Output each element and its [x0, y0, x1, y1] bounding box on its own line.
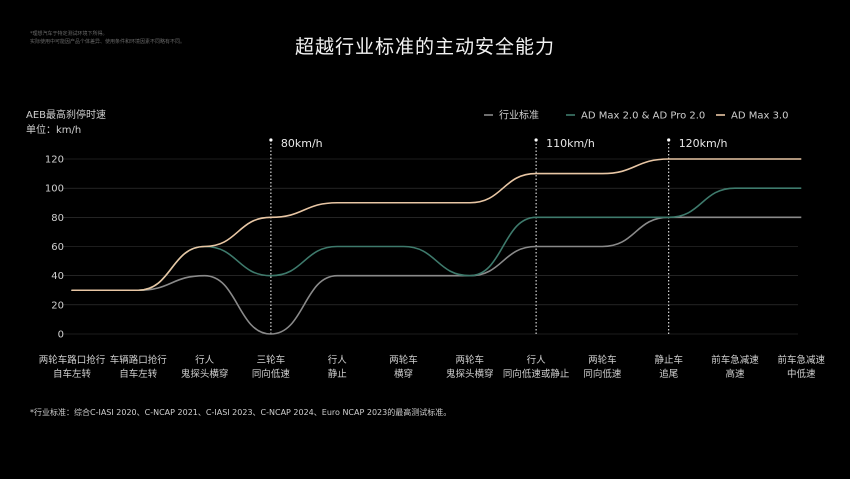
- footnote: *行业标准：综合C-IASI 2020、C-NCAP 2021、C-IASI 2…: [30, 408, 452, 417]
- y-tick-label: 20: [51, 300, 64, 311]
- annotation-label: 80km/h: [281, 137, 323, 150]
- annotation-dot: [534, 138, 538, 142]
- x-category-label: 鬼探头横穿: [446, 368, 494, 380]
- x-category-label: 车辆路口抢行: [110, 354, 168, 366]
- y-tick-label: 80: [51, 213, 64, 224]
- chart-title: 超越行业标准的主动安全能力: [294, 36, 555, 58]
- x-category-label: 前车急减速: [778, 354, 826, 366]
- x-category-label: 同向低速或静止: [503, 368, 570, 380]
- y-tick-label: 40: [51, 271, 64, 282]
- y-axis-label-line-1: AEB最高刹停时速: [26, 110, 107, 121]
- x-category-label: 高速: [725, 368, 745, 380]
- x-category-label: 同向低速: [583, 368, 622, 380]
- x-category-label: 两轮车: [588, 354, 617, 366]
- disclaimer-line-1: *理想汽车于特定测试环境下所得。: [30, 31, 108, 37]
- x-category-label: 自车左转: [53, 368, 92, 380]
- annotation-label: 110km/h: [546, 137, 595, 150]
- x-category-label: 两轮车: [389, 354, 418, 366]
- annotation-dot: [667, 138, 671, 142]
- y-axis-label-line-2: 单位：km/h: [26, 125, 82, 136]
- x-category-label: 行人: [195, 354, 215, 366]
- y-tick-label: 100: [45, 184, 64, 195]
- series-line-0: [71, 216, 802, 335]
- legend-label-1: AD Max 2.0 & AD Pro 2.0: [581, 111, 705, 122]
- y-tick-label: 120: [45, 155, 64, 166]
- x-category-label: 横穿: [394, 368, 413, 380]
- annotation-dot: [269, 138, 273, 142]
- annotation-label: 120km/h: [679, 137, 728, 150]
- x-category-label: 两轮车路口抢行: [39, 354, 106, 366]
- y-axis-label: AEB最高刹停时速 单位：km/h: [26, 108, 106, 138]
- x-category-label: 静止: [328, 368, 348, 380]
- y-tick-label: 0: [58, 330, 64, 341]
- legend-label-2: AD Max 3.0: [731, 111, 788, 122]
- disclaimer-line-2: 实际使用中可能因产品个体差异、使用条件和环境因素不同略有不同。: [30, 39, 186, 45]
- x-category-label: 前车急减速: [711, 354, 759, 366]
- x-category-label: 鬼探头横穿: [181, 368, 229, 380]
- x-category-label: 行人: [328, 354, 348, 366]
- x-category-label: 行人: [527, 354, 547, 366]
- x-category-label: 两轮车: [456, 354, 485, 366]
- x-category-label: 追尾: [659, 368, 678, 380]
- y-tick-label: 60: [51, 242, 64, 253]
- x-category-label: 中低速: [787, 368, 816, 380]
- series-line-2: [71, 158, 802, 292]
- x-category-label: 三轮车: [257, 354, 286, 366]
- x-category-label: 同向低速: [252, 368, 291, 380]
- disclaimer: *理想汽车于特定测试环境下所得。 实际使用中可能因产品个体差异、使用条件和环境因…: [30, 30, 250, 46]
- x-category-label: 静止车: [654, 354, 683, 366]
- legend-label-0: 行业标准: [499, 109, 539, 122]
- x-category-label: 自车左转: [119, 368, 158, 380]
